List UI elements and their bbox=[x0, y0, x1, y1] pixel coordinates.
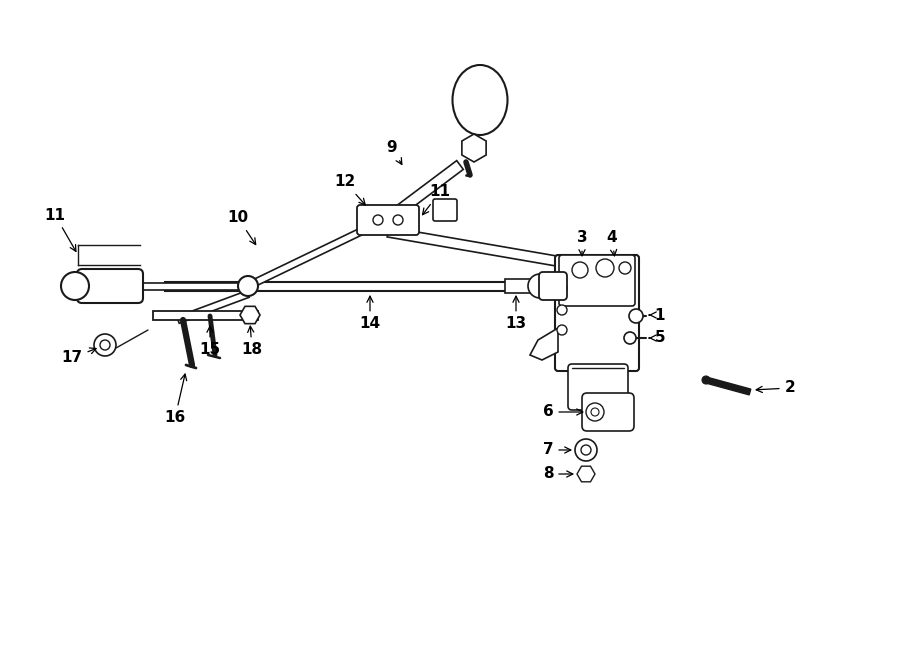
Text: 6: 6 bbox=[543, 405, 583, 420]
FancyBboxPatch shape bbox=[357, 205, 419, 235]
Polygon shape bbox=[135, 282, 248, 290]
Circle shape bbox=[624, 332, 636, 344]
Circle shape bbox=[572, 262, 588, 278]
Polygon shape bbox=[247, 229, 362, 289]
Circle shape bbox=[94, 334, 116, 356]
Polygon shape bbox=[505, 279, 540, 293]
Polygon shape bbox=[165, 282, 555, 290]
Polygon shape bbox=[153, 311, 258, 319]
FancyBboxPatch shape bbox=[559, 255, 635, 306]
Polygon shape bbox=[706, 377, 751, 395]
Ellipse shape bbox=[453, 65, 508, 135]
FancyBboxPatch shape bbox=[582, 393, 634, 431]
Text: 17: 17 bbox=[61, 348, 96, 366]
Polygon shape bbox=[462, 134, 486, 162]
Circle shape bbox=[557, 325, 567, 335]
Circle shape bbox=[373, 215, 383, 225]
Circle shape bbox=[238, 276, 258, 296]
Text: 14: 14 bbox=[359, 296, 381, 332]
Circle shape bbox=[61, 272, 89, 300]
Circle shape bbox=[586, 403, 604, 421]
Circle shape bbox=[575, 439, 597, 461]
Text: 3: 3 bbox=[577, 231, 588, 256]
Text: 11: 11 bbox=[44, 208, 76, 251]
Text: 2: 2 bbox=[756, 381, 796, 395]
Circle shape bbox=[581, 445, 591, 455]
FancyBboxPatch shape bbox=[568, 364, 628, 410]
Circle shape bbox=[619, 262, 631, 274]
Text: 10: 10 bbox=[228, 210, 256, 245]
FancyBboxPatch shape bbox=[433, 199, 457, 221]
Polygon shape bbox=[397, 161, 464, 214]
Polygon shape bbox=[240, 306, 260, 324]
Text: 18: 18 bbox=[241, 326, 263, 358]
Text: 4: 4 bbox=[607, 231, 617, 256]
Circle shape bbox=[393, 215, 403, 225]
FancyBboxPatch shape bbox=[539, 272, 567, 300]
Circle shape bbox=[100, 340, 110, 350]
Circle shape bbox=[557, 305, 567, 315]
Text: 7: 7 bbox=[543, 442, 571, 457]
Circle shape bbox=[629, 309, 643, 323]
Text: 8: 8 bbox=[543, 467, 572, 481]
Circle shape bbox=[557, 283, 567, 293]
Text: 15: 15 bbox=[200, 326, 220, 358]
Circle shape bbox=[528, 274, 552, 298]
Polygon shape bbox=[176, 291, 249, 323]
FancyBboxPatch shape bbox=[77, 269, 143, 303]
Text: 16: 16 bbox=[165, 374, 186, 426]
Text: 1: 1 bbox=[649, 307, 665, 323]
Text: 13: 13 bbox=[506, 296, 526, 332]
Text: 11: 11 bbox=[422, 184, 451, 215]
Text: 5: 5 bbox=[649, 330, 665, 346]
Polygon shape bbox=[530, 328, 558, 360]
Circle shape bbox=[596, 259, 614, 277]
Polygon shape bbox=[577, 466, 595, 482]
Circle shape bbox=[702, 376, 710, 384]
Circle shape bbox=[591, 408, 599, 416]
FancyBboxPatch shape bbox=[555, 255, 639, 371]
Text: 9: 9 bbox=[387, 141, 402, 165]
Polygon shape bbox=[387, 227, 569, 268]
Text: 12: 12 bbox=[335, 175, 365, 205]
